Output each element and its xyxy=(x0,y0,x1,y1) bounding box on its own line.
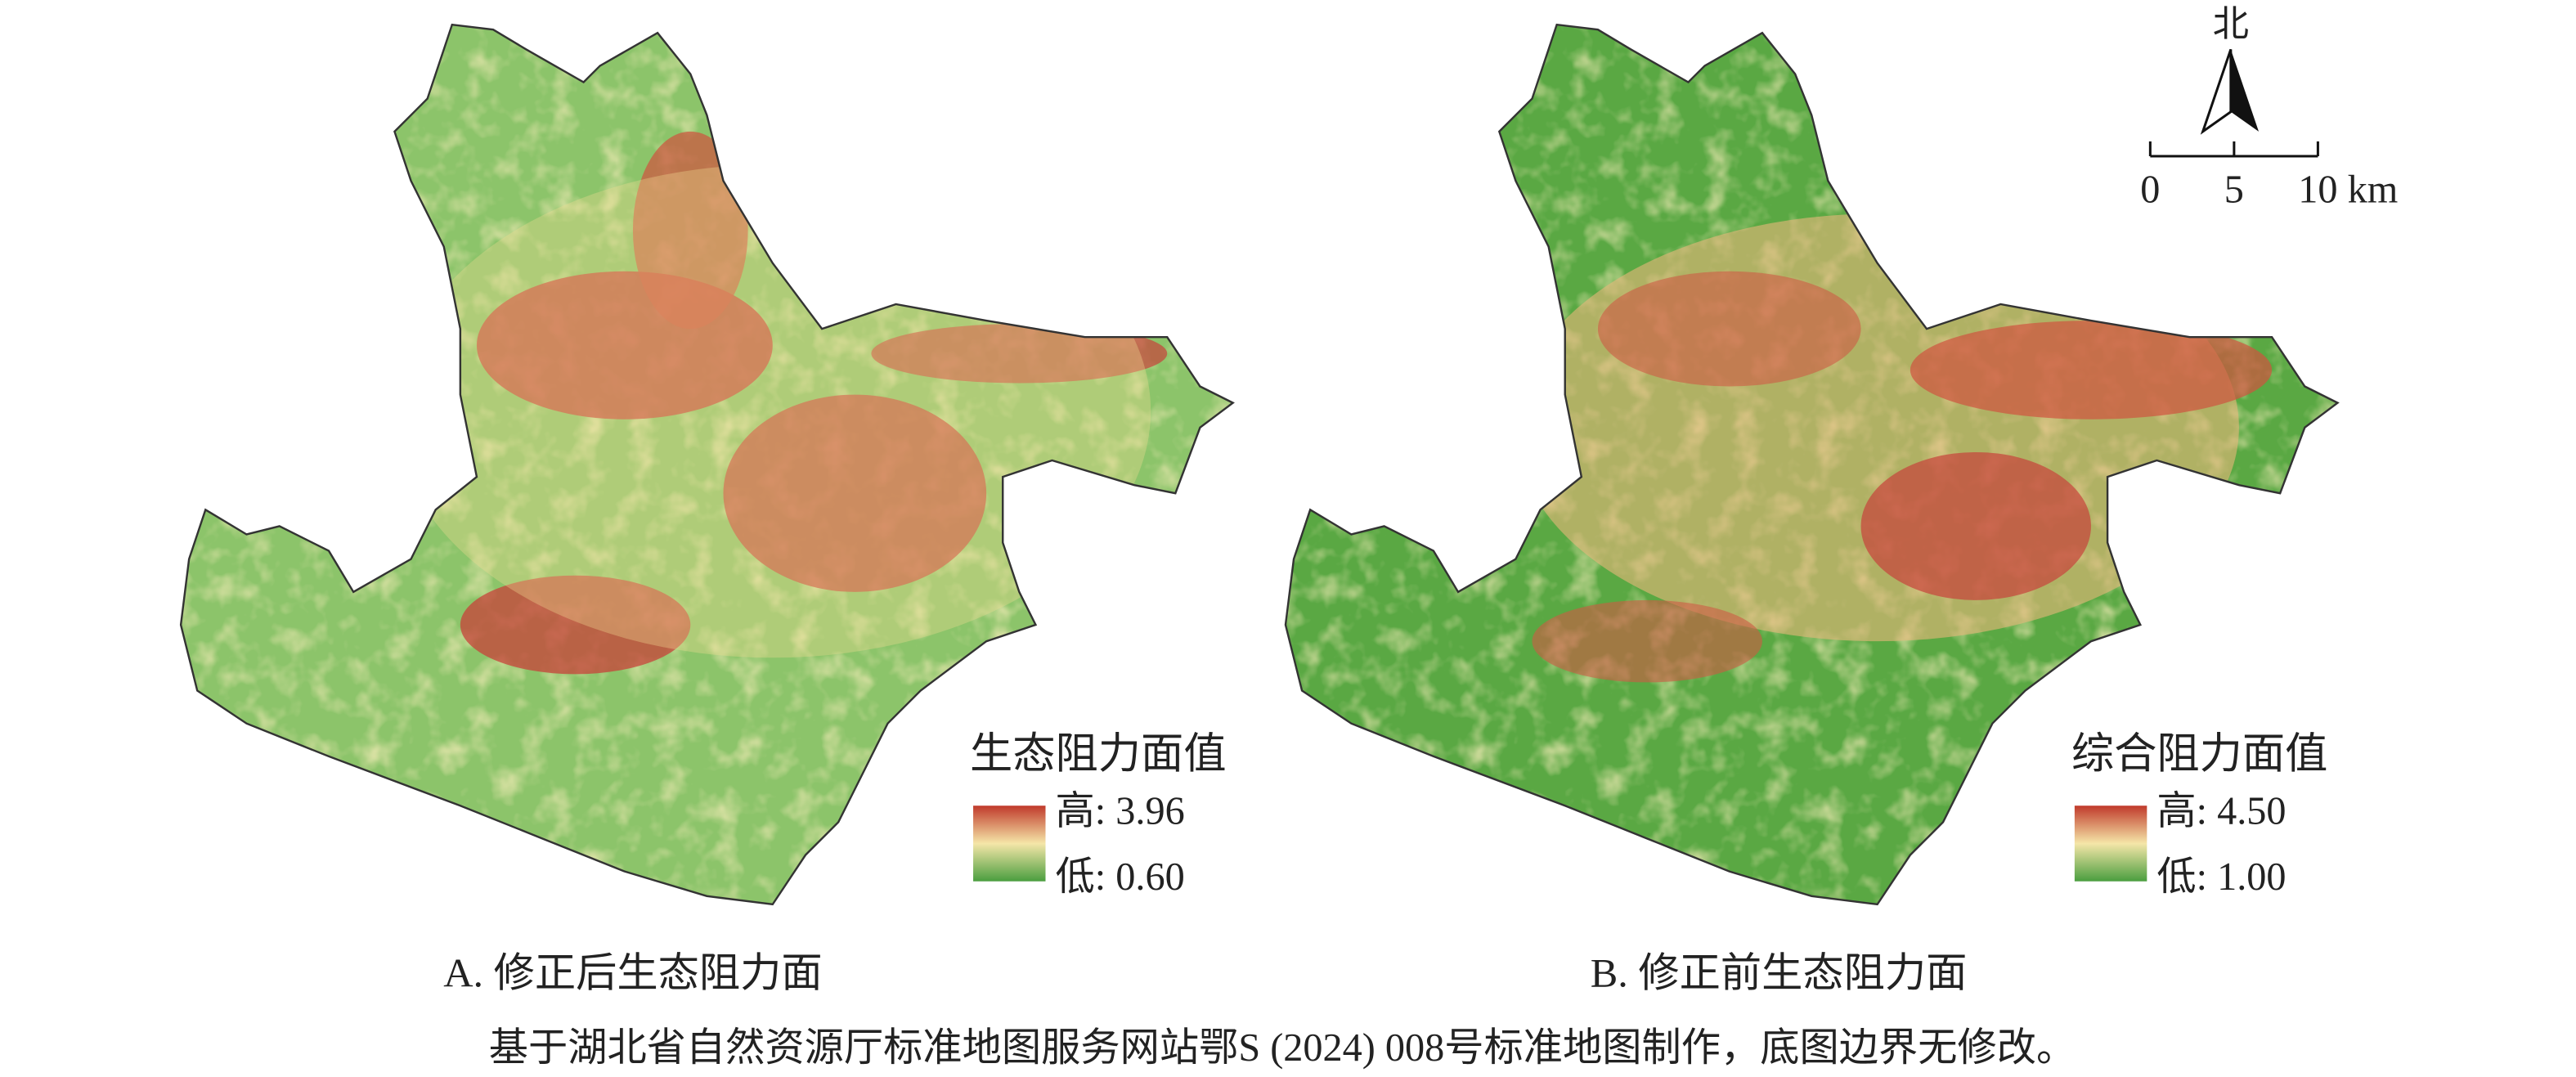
map-b xyxy=(1269,16,2354,921)
legend-title: 生态阻力面值 xyxy=(970,730,1227,778)
legend-high: 高: 4.50 xyxy=(2156,789,2286,832)
caption: B. 修正前生态阻力面 xyxy=(1591,949,1968,995)
legend-low: 低: 1.00 xyxy=(2156,855,2286,899)
legend-low: 低: 0.60 xyxy=(1056,855,1185,899)
map-a xyxy=(164,16,1250,921)
north-arrow xyxy=(2230,49,2260,132)
caption: A. 修正后生态阻力面 xyxy=(443,949,822,995)
legend-ramp xyxy=(2074,806,2147,882)
footer-note: 基于湖北省自然资源厅标准地图服务网站鄂S (2024) 008号标准地图制作，底… xyxy=(489,1026,2076,1070)
scale-label: 5 xyxy=(2224,168,2244,211)
legend-ramp xyxy=(973,806,1046,882)
north-label: 北 xyxy=(2213,4,2249,44)
scale-bar xyxy=(2148,141,2319,158)
scale-label: 10 km xyxy=(2298,168,2398,211)
north-arrow xyxy=(2200,48,2233,135)
scale-label: 0 xyxy=(2140,168,2160,211)
legend-high: 高: 3.96 xyxy=(1056,789,1185,832)
legend-title: 综合阻力面值 xyxy=(2071,730,2328,778)
